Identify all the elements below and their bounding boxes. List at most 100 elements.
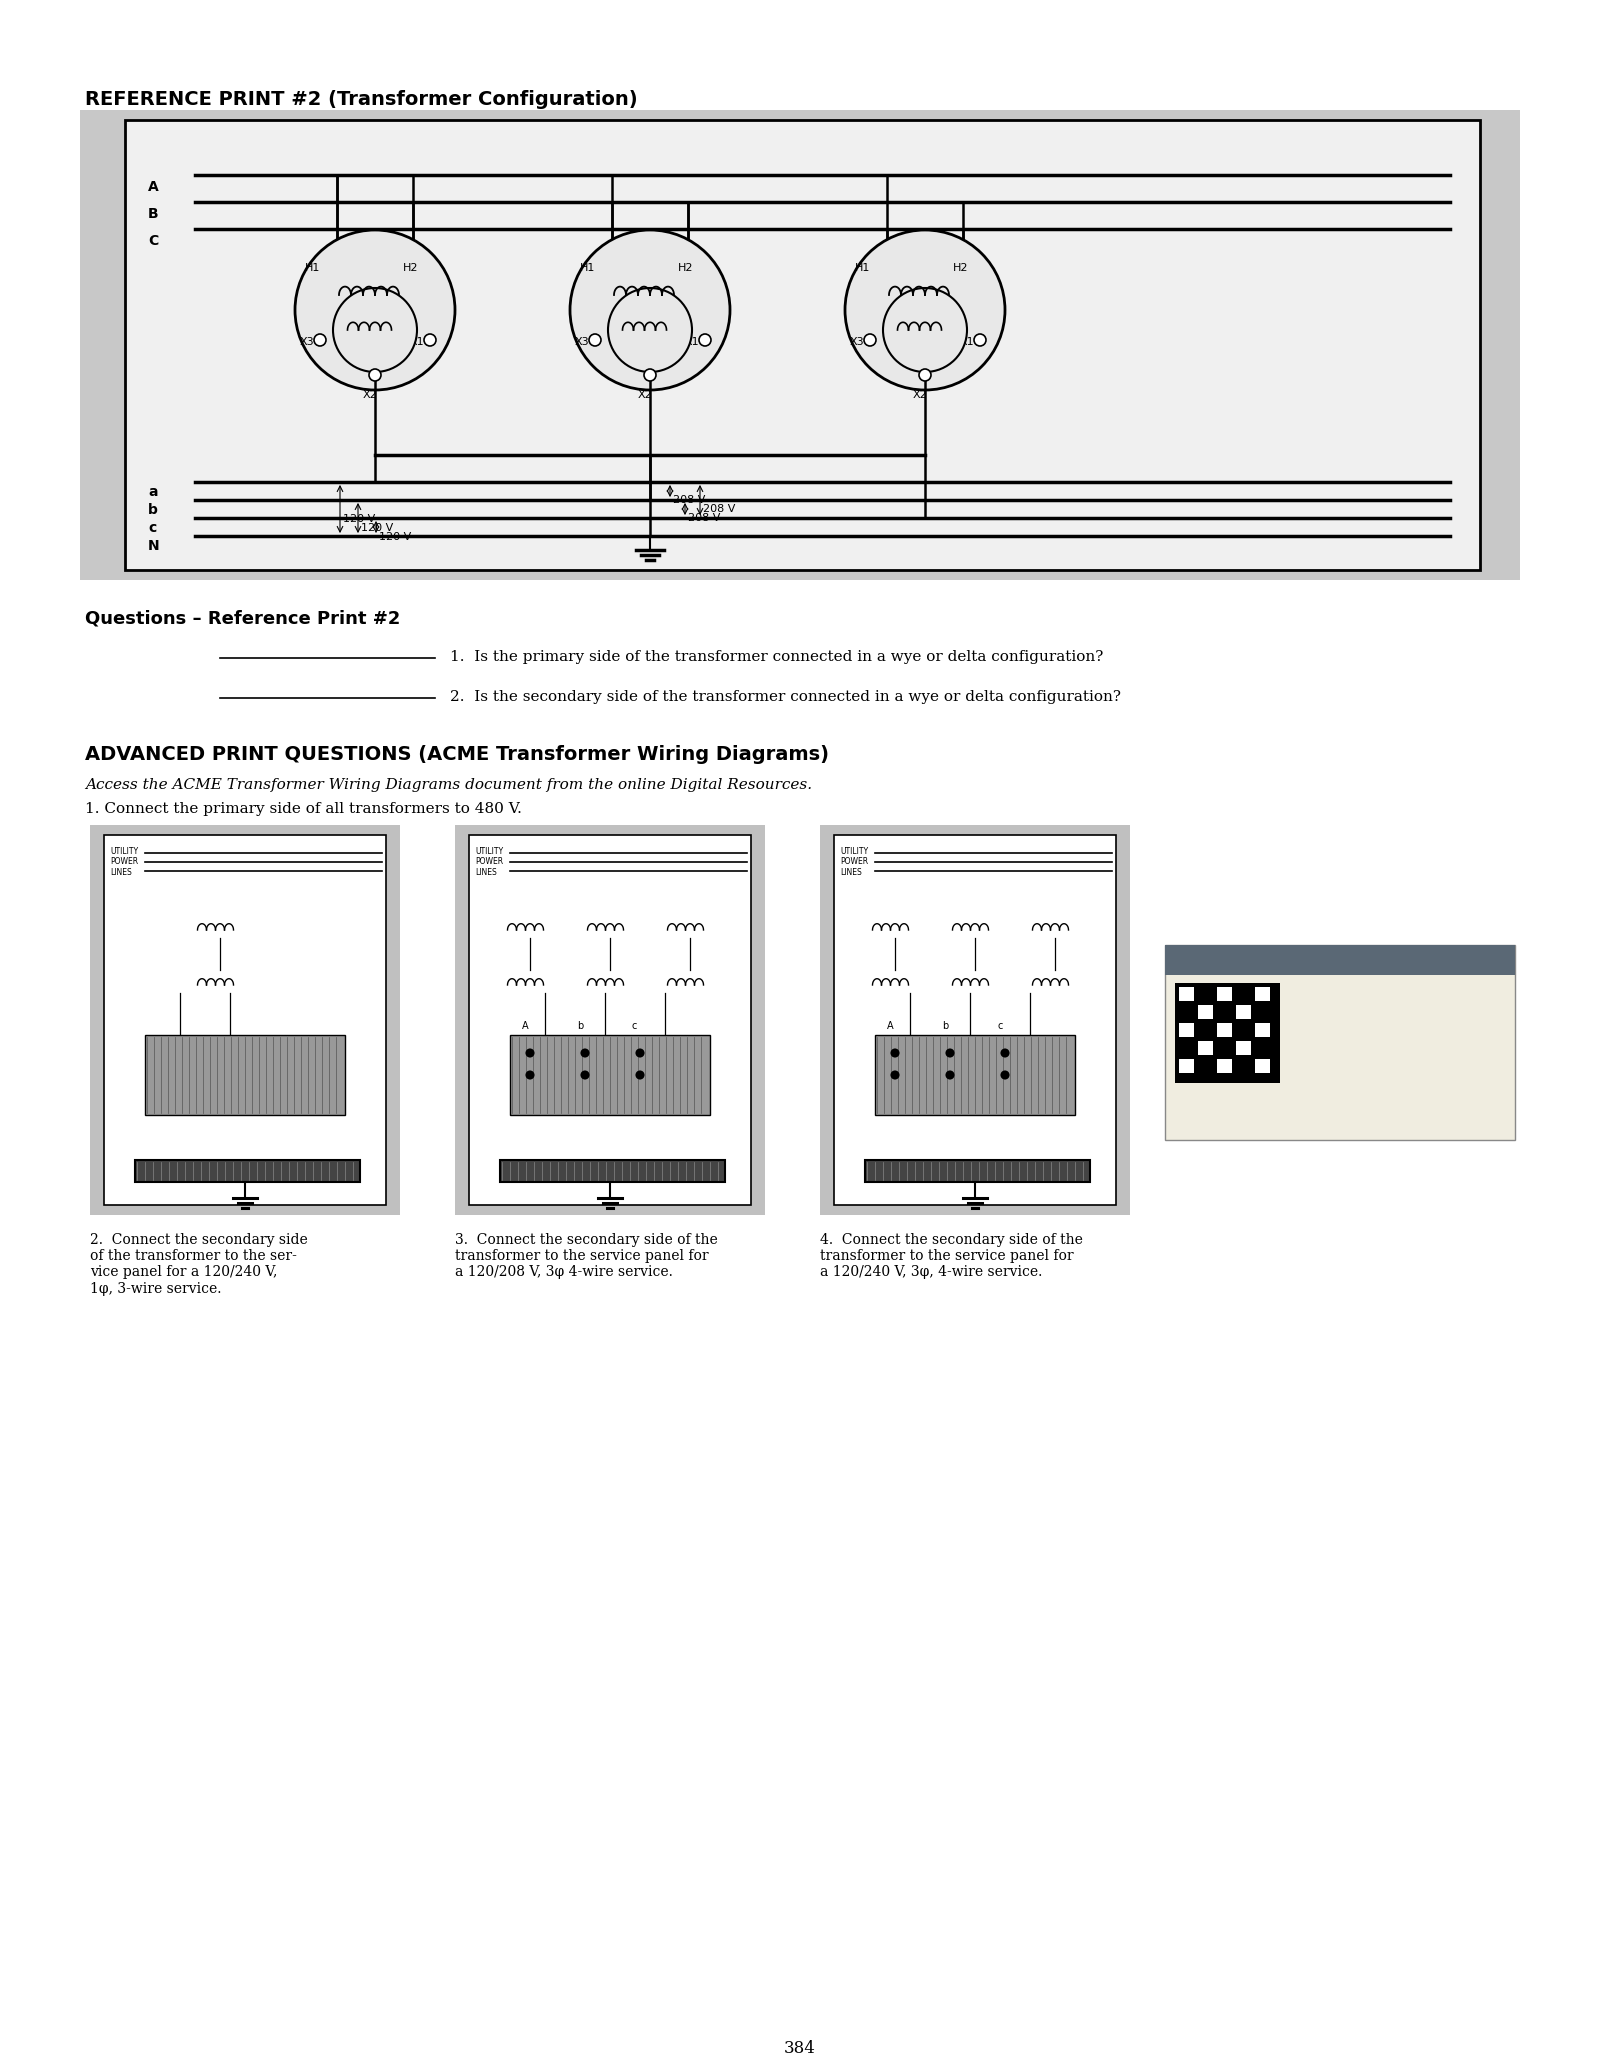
Bar — [819, 826, 1130, 1215]
Circle shape — [370, 368, 381, 381]
Text: ACME Transformer
Wiring Diagrams: ACME Transformer Wiring Diagrams — [1286, 1006, 1403, 1033]
Text: 208 V: 208 V — [688, 513, 720, 524]
Bar — [875, 1035, 1075, 1116]
Text: C: C — [147, 234, 158, 248]
Text: X1: X1 — [410, 337, 424, 348]
Text: H2: H2 — [403, 263, 419, 273]
Text: X3: X3 — [301, 337, 315, 348]
Text: 120 V: 120 V — [379, 532, 411, 542]
Circle shape — [581, 1072, 589, 1078]
Text: ATPeresources.com/QuickLinks: ATPeresources.com/QuickLinks — [1174, 1097, 1347, 1107]
Circle shape — [589, 333, 602, 346]
Circle shape — [294, 230, 454, 389]
Circle shape — [1002, 1072, 1008, 1078]
Text: Questions – Reference Print #2: Questions – Reference Print #2 — [85, 611, 400, 627]
Text: 4.  Connect the secondary side of the
transformer to the service panel for
a 120: 4. Connect the secondary side of the tra… — [819, 1234, 1083, 1279]
Bar — [1235, 1041, 1251, 1056]
Text: REFERENCE PRINT #2 (Transformer Configuration): REFERENCE PRINT #2 (Transformer Configur… — [85, 89, 638, 110]
Bar — [469, 834, 750, 1205]
Text: c: c — [147, 522, 157, 534]
Circle shape — [974, 333, 986, 346]
Bar — [90, 826, 400, 1215]
Circle shape — [333, 288, 418, 373]
Text: 208 V: 208 V — [702, 503, 736, 513]
Text: 120 V: 120 V — [362, 524, 394, 532]
Bar — [866, 1159, 1090, 1182]
Text: 3.  Connect the secondary side of the
transformer to the service panel for
a 120: 3. Connect the secondary side of the tra… — [454, 1234, 718, 1279]
Text: b: b — [942, 1021, 949, 1031]
Circle shape — [608, 288, 691, 373]
Bar — [1179, 1060, 1194, 1072]
Circle shape — [637, 1049, 643, 1056]
Text: A: A — [886, 1021, 894, 1031]
Circle shape — [699, 333, 710, 346]
Bar — [1165, 946, 1515, 1141]
Bar — [1179, 987, 1194, 1002]
Text: X2: X2 — [363, 389, 378, 400]
Bar — [1218, 1060, 1232, 1072]
Text: H1: H1 — [854, 263, 870, 273]
Circle shape — [891, 1072, 899, 1078]
Circle shape — [1002, 1049, 1008, 1056]
Text: 2.  Connect the secondary side
of the transformer to the ser-
vice panel for a 1: 2. Connect the secondary side of the tra… — [90, 1234, 307, 1296]
Text: UTILITY
POWER
LINES: UTILITY POWER LINES — [840, 847, 869, 878]
Text: N: N — [147, 538, 160, 553]
Bar — [454, 826, 765, 1215]
Bar — [1165, 946, 1515, 975]
Text: H2: H2 — [954, 263, 968, 273]
Text: UTILITY
POWER
LINES: UTILITY POWER LINES — [110, 847, 138, 878]
Text: X2: X2 — [638, 389, 653, 400]
Circle shape — [947, 1072, 954, 1078]
Text: 2.  Is the secondary side of the transformer connected in a wye or delta configu: 2. Is the secondary side of the transfor… — [450, 689, 1122, 704]
Circle shape — [637, 1072, 643, 1078]
Circle shape — [883, 288, 966, 373]
Text: Access the ACME Transformer Wiring Diagrams document from the online Digital Res: Access the ACME Transformer Wiring Diagr… — [85, 778, 813, 793]
Circle shape — [424, 333, 435, 346]
Bar — [1198, 1006, 1213, 1018]
Text: 1. Connect the primary side of all transformers to 480 V.: 1. Connect the primary side of all trans… — [85, 801, 522, 816]
Circle shape — [526, 1072, 533, 1078]
Text: UTILITY
POWER
LINES: UTILITY POWER LINES — [475, 847, 502, 878]
Bar — [1218, 1023, 1232, 1037]
Circle shape — [581, 1049, 589, 1056]
Bar — [1235, 1006, 1251, 1018]
Text: 1.  Is the primary side of the transformer connected in a wye or delta configura: 1. Is the primary side of the transforme… — [450, 650, 1104, 664]
Text: c: c — [997, 1021, 1002, 1031]
Text: A: A — [522, 1021, 528, 1031]
Bar — [125, 120, 1480, 569]
Circle shape — [891, 1049, 899, 1056]
Circle shape — [643, 368, 656, 381]
Text: B: B — [147, 207, 158, 221]
Text: X3: X3 — [850, 337, 864, 348]
Circle shape — [947, 1049, 954, 1056]
Bar — [1179, 1023, 1194, 1037]
Bar — [1174, 983, 1280, 1083]
Text: 384: 384 — [784, 2041, 816, 2058]
Bar — [1218, 987, 1232, 1002]
Text: a: a — [147, 484, 157, 499]
Text: H1: H1 — [306, 263, 320, 273]
Text: H2: H2 — [678, 263, 693, 273]
Text: ADVANCED PRINT QUESTIONS (ACME Transformer Wiring Diagrams): ADVANCED PRINT QUESTIONS (ACME Transform… — [85, 745, 829, 764]
Bar — [80, 110, 1520, 580]
Text: 208 V: 208 V — [674, 495, 706, 505]
Text: c: c — [632, 1021, 637, 1031]
Bar — [104, 834, 386, 1205]
Text: Prints Chapter 12: Prints Chapter 12 — [1264, 967, 1416, 981]
Bar — [499, 1159, 725, 1182]
Circle shape — [845, 230, 1005, 389]
Text: A: A — [147, 180, 158, 195]
Text: X2: X2 — [914, 389, 928, 400]
Bar — [1254, 1023, 1270, 1037]
Bar — [134, 1159, 360, 1182]
Bar — [146, 1035, 346, 1116]
Circle shape — [864, 333, 877, 346]
Bar — [510, 1035, 710, 1116]
Text: • Access Code: 737480: • Access Code: 737480 — [1174, 1116, 1304, 1124]
Text: b: b — [147, 503, 158, 518]
Bar — [834, 834, 1117, 1205]
Bar — [1198, 1041, 1213, 1056]
Text: X1: X1 — [960, 337, 974, 348]
Text: X1: X1 — [685, 337, 699, 348]
Circle shape — [570, 230, 730, 389]
